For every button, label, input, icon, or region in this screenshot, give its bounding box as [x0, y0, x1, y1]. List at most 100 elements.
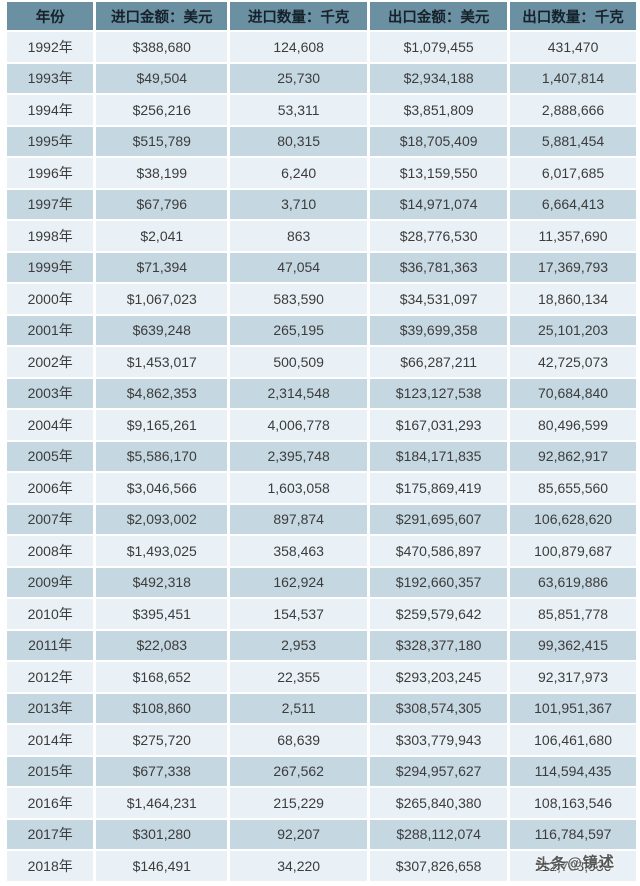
table-row: 2011年 $22,083 2,953 $328,377,180 99,362,415 — [7, 630, 636, 660]
value-cell: 53,311 — [230, 95, 368, 125]
value-cell: $515,789 — [96, 126, 228, 156]
value-cell: $265,840,380 — [370, 788, 508, 818]
year-cell: 1997年 — [7, 189, 94, 219]
table-header: 年份 进口金额：美元 进口数量：千克 出口金额：美元 出口数量：千克 — [7, 2, 636, 30]
value-cell: 6,017,685 — [510, 158, 636, 188]
value-cell: $288,112,074 — [370, 819, 508, 849]
year-cell: 2014年 — [7, 725, 94, 755]
value-cell: 17,369,793 — [510, 252, 636, 282]
value-cell: $1,453,017 — [96, 347, 228, 377]
year-cell: 2011年 — [7, 630, 94, 660]
table-row: 2014年 $275,720 68,639 $303,779,943 106,461,6… — [7, 725, 636, 755]
value-cell: $123,127,538 — [370, 378, 508, 408]
table-row: 1992年 $388,680 124,608 $1,079,455 431,470 — [7, 32, 636, 62]
value-cell: $395,451 — [96, 599, 228, 629]
value-cell: 2,888,666 — [510, 95, 636, 125]
value-cell: $67,796 — [96, 189, 228, 219]
table-row: 2012年 $168,652 22,355 $293,203,245 92,317,97… — [7, 662, 636, 692]
value-cell: $2,041 — [96, 221, 228, 251]
table-row: 2009年 $492,318 162,924 $192,660,357 63,619,8… — [7, 567, 636, 597]
value-cell: $13,159,550 — [370, 158, 508, 188]
value-cell: 1,603,058 — [230, 473, 368, 503]
value-cell: $184,171,835 — [370, 441, 508, 471]
value-cell: $1,464,231 — [96, 788, 228, 818]
year-cell: 2012年 — [7, 662, 94, 692]
value-cell: $3,851,809 — [370, 95, 508, 125]
value-cell: $168,652 — [96, 662, 228, 692]
value-cell: $5,586,170 — [96, 441, 228, 471]
value-cell: 25,730 — [230, 63, 368, 93]
value-cell: $66,287,211 — [370, 347, 508, 377]
value-cell: 47,054 — [230, 252, 368, 282]
value-cell: 4,006,778 — [230, 410, 368, 440]
value-cell: $146,491 — [96, 851, 228, 881]
year-cell: 2017年 — [7, 819, 94, 849]
year-cell: 2003年 — [7, 378, 94, 408]
table-row: 2005年 $5,586,170 2,395,748 $184,171,835 92,8… — [7, 441, 636, 471]
value-cell: $492,318 — [96, 567, 228, 597]
value-cell: $328,377,180 — [370, 630, 508, 660]
year-cell: 1999年 — [7, 252, 94, 282]
value-cell: $36,781,363 — [370, 252, 508, 282]
year-cell: 1998年 — [7, 221, 94, 251]
value-cell: 25,101,203 — [510, 315, 636, 345]
value-cell: 100,879,687 — [510, 536, 636, 566]
value-cell: $275,720 — [96, 725, 228, 755]
value-cell: 92,207 — [230, 819, 368, 849]
value-cell: 2,395,748 — [230, 441, 368, 471]
table-row: 2018年 $146,491 34,220 $307,826,658 112,703,9… — [7, 851, 636, 881]
value-cell: 80,496,599 — [510, 410, 636, 440]
value-cell: 80,315 — [230, 126, 368, 156]
year-cell: 2015年 — [7, 756, 94, 786]
value-cell: 431,470 — [510, 32, 636, 62]
table-row: 1994年 $256,216 53,311 $3,851,809 2,888,666 — [7, 95, 636, 125]
table-row: 2000年 $1,067,023 583,590 $34,531,097 18,860,… — [7, 284, 636, 314]
column-header-year: 年份 — [7, 2, 94, 30]
value-cell: $3,046,566 — [96, 473, 228, 503]
year-cell: 2008年 — [7, 536, 94, 566]
year-cell: 2002年 — [7, 347, 94, 377]
value-cell: 70,684,840 — [510, 378, 636, 408]
value-cell: 500,509 — [230, 347, 368, 377]
value-cell: $639,248 — [96, 315, 228, 345]
value-cell: $2,934,188 — [370, 63, 508, 93]
table-row: 2007年 $2,093,002 897,874 $291,695,607 106,62… — [7, 504, 636, 534]
value-cell: $301,280 — [96, 819, 228, 849]
value-cell: $256,216 — [96, 95, 228, 125]
value-cell: $307,826,658 — [370, 851, 508, 881]
table-row: 2002年 $1,453,017 500,509 $66,287,211 42,725,… — [7, 347, 636, 377]
column-header-import-value: 进口金额：美元 — [96, 2, 228, 30]
year-cell: 2007年 — [7, 504, 94, 534]
year-cell: 1996年 — [7, 158, 94, 188]
value-cell: $293,203,245 — [370, 662, 508, 692]
value-cell: $388,680 — [96, 32, 228, 62]
year-cell: 1992年 — [7, 32, 94, 62]
value-cell: $4,862,353 — [96, 378, 228, 408]
value-cell: $308,574,305 — [370, 693, 508, 723]
value-cell: $108,860 — [96, 693, 228, 723]
table-row: 1997年 $67,796 3,710 $14,971,074 6,664,413 — [7, 189, 636, 219]
year-cell: 2009年 — [7, 567, 94, 597]
value-cell: 114,594,435 — [510, 756, 636, 786]
value-cell: $303,779,943 — [370, 725, 508, 755]
value-cell: $259,579,642 — [370, 599, 508, 629]
value-cell: $9,165,261 — [96, 410, 228, 440]
value-cell: 265,195 — [230, 315, 368, 345]
value-cell: 18,860,134 — [510, 284, 636, 314]
table-row: 1996年 $38,199 6,240 $13,159,550 6,017,685 — [7, 158, 636, 188]
table-row: 2015年 $677,338 267,562 $294,957,627 114,594,… — [7, 756, 636, 786]
value-cell: $14,971,074 — [370, 189, 508, 219]
year-cell: 2010年 — [7, 599, 94, 629]
table-row: 1995年 $515,789 80,315 $18,705,409 5,881,454 — [7, 126, 636, 156]
value-cell: 3,710 — [230, 189, 368, 219]
value-cell: 358,463 — [230, 536, 368, 566]
table-row: 2010年 $395,451 154,537 $259,579,642 85,851,7… — [7, 599, 636, 629]
column-header-import-quantity: 进口数量：千克 — [230, 2, 368, 30]
table-row: 2013年 $108,860 2,511 $308,574,305 101,951,36… — [7, 693, 636, 723]
year-cell: 2006年 — [7, 473, 94, 503]
year-cell: 2016年 — [7, 788, 94, 818]
value-cell: 22,355 — [230, 662, 368, 692]
year-cell: 2001年 — [7, 315, 94, 345]
value-cell: 92,862,917 — [510, 441, 636, 471]
